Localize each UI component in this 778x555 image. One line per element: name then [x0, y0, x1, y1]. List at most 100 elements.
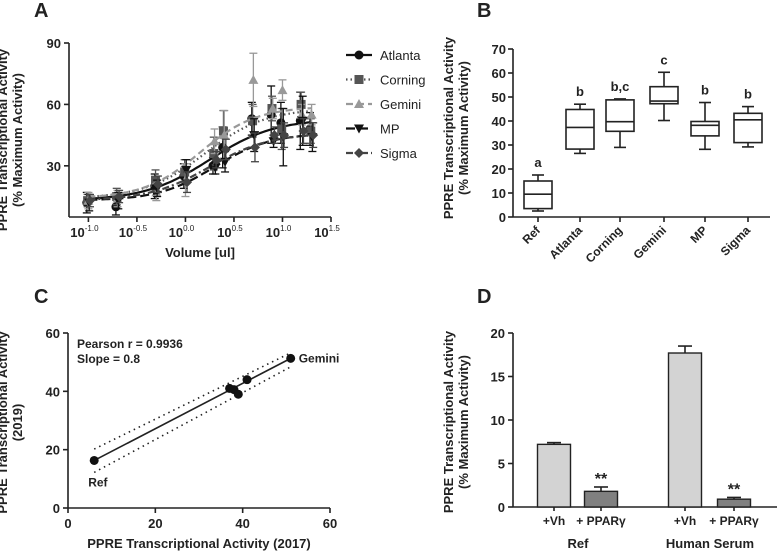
x-tick-exponent: 0.5	[232, 224, 244, 233]
data-point-sigma	[308, 130, 319, 141]
box-atlanta	[565, 108, 595, 150]
bar	[583, 490, 619, 508]
data-point	[286, 353, 296, 363]
y-tick-label: 90	[47, 36, 61, 51]
panel-d-bar-chart: 0 5 10 15 20 PPRE Transcriptional Activity (% …	[441, 326, 777, 551]
data-point-sigma	[182, 177, 193, 188]
data-point-sigma	[269, 130, 280, 141]
bar-label: +Vh	[543, 514, 565, 528]
bar	[536, 443, 572, 508]
bar-label: + PPARγ	[709, 514, 759, 528]
data-point-corning	[218, 126, 228, 136]
x-tick-exponent: 0.0	[183, 224, 195, 233]
panel-b-boxplot: 0 10 20 30 40 50 60 70 PPRE Transcriptional Acti…	[441, 36, 770, 266]
x-tick-base: 10	[266, 225, 280, 240]
legend-marker	[354, 124, 364, 134]
legend-marker	[354, 99, 364, 108]
x-tick-base: 10	[70, 225, 84, 240]
x-tick-exponent: 1.5	[329, 224, 341, 233]
fit-curve-gemini	[88, 107, 312, 198]
box-sigma	[733, 112, 763, 144]
legend-label: Corning	[380, 73, 426, 88]
significance-letter: b	[576, 84, 584, 99]
data-point-mp	[181, 165, 192, 175]
x-tick-label: 10-0.5	[119, 224, 148, 240]
data-point	[233, 389, 243, 399]
x-tick-base: 10	[169, 225, 183, 240]
x-tick-label: 60	[323, 516, 337, 531]
x-tick-base: 10	[217, 225, 231, 240]
y-tick-label: 30	[47, 159, 61, 174]
data-point-gemini	[219, 130, 230, 140]
x-tick-label: Corning	[583, 223, 625, 265]
x-tick-label: 101.5	[314, 224, 340, 240]
bar	[716, 498, 752, 508]
data-point-sigma	[298, 126, 309, 137]
y-tick-label: 15	[491, 370, 505, 385]
data-point-corning	[277, 124, 287, 134]
panel-c-correlation: 0 20 40 60 0 20 40 60 PPRE Transcriptional Activ…	[0, 326, 339, 551]
legend-label: Sigma	[380, 146, 418, 161]
box-mp	[690, 120, 720, 137]
confidence-band-lower	[93, 366, 292, 474]
significance-letter: c	[660, 52, 667, 67]
x-tick-base: 10	[314, 225, 328, 240]
x-tick-label: 0	[64, 516, 71, 531]
x-axis-title: Volume [ul]	[165, 245, 235, 260]
data-point-sigma	[249, 142, 260, 153]
y-tick-label: 40	[492, 114, 506, 129]
y-axis-title-line2: (2019)	[10, 404, 25, 442]
legend-marker	[354, 148, 364, 158]
legend-marker	[354, 75, 364, 84]
data-point-gemini	[267, 103, 278, 113]
x-tick-label: MP	[687, 223, 710, 246]
significance-stars: **	[595, 471, 608, 488]
y-tick-label: 5	[498, 457, 505, 472]
panel-label-b: B	[477, 0, 491, 22]
data-point-corning	[248, 116, 258, 126]
data-point-sigma	[279, 130, 290, 141]
x-tick-exponent: 1.0	[280, 224, 292, 233]
x-tick-label: 100.0	[169, 224, 195, 240]
data-point-gemini	[209, 136, 220, 146]
y-tick-label: 50	[492, 90, 506, 105]
x-tick-exponent: -1.0	[85, 224, 99, 233]
significance-letter: b	[744, 87, 752, 102]
x-axis-title: PPRE Transcriptional Activity (2017)	[87, 536, 310, 551]
y-tick-label: 0	[499, 210, 506, 225]
confidence-band-upper	[93, 352, 292, 450]
y-axis-title-line1: PPRE Transcriptional Activity	[441, 330, 456, 513]
x-tick-label: Ref	[520, 223, 544, 247]
legend-label: Gemini	[380, 97, 421, 112]
y-tick-label: 0	[498, 500, 505, 515]
x-tick-label: Gemini	[630, 223, 669, 262]
y-axis-title-line1: PPRE Transcriptional Activity	[441, 36, 456, 219]
significance-letter: b,c	[611, 79, 630, 94]
significance-letter: b	[701, 83, 709, 98]
y-axis-title-line1: PPRE Transcriptional Activity	[0, 331, 10, 514]
data-point-sigma	[114, 191, 125, 202]
y-tick-label: 20	[492, 162, 506, 177]
y-axis-title-line1: PPRE Transcriptional Activity	[0, 48, 10, 231]
significance-stars: **	[728, 481, 741, 498]
panel-label-d: D	[477, 286, 491, 308]
x-tick-label: Sigma	[718, 223, 754, 259]
annotation-text: Slope = 0.8	[77, 352, 140, 366]
x-tick-base: 10	[119, 225, 133, 240]
y-axis-title-line2: (% Maximum Activity)	[456, 61, 471, 195]
fit-curve-atlanta	[88, 121, 312, 200]
panel-label-a: A	[34, 0, 48, 22]
y-tick-label: 10	[491, 413, 505, 428]
y-axis-title-line2: (% Maximum Activity)	[456, 355, 471, 489]
x-tick-label: Atlanta	[546, 223, 585, 262]
y-tick-label: 60	[47, 97, 61, 112]
x-tick-label: 10-1.0	[70, 224, 99, 240]
x-tick-exponent: -0.5	[133, 224, 147, 233]
data-point-gemini	[306, 109, 317, 119]
legend-label: MP	[380, 122, 400, 137]
data-point-sigma	[85, 195, 96, 206]
y-tick-label: 0	[53, 501, 60, 516]
y-tick-label: 60	[492, 66, 506, 81]
annotation-text: Pearson r = 0.9936	[77, 337, 183, 351]
x-tick-label: 101.0	[266, 224, 292, 240]
